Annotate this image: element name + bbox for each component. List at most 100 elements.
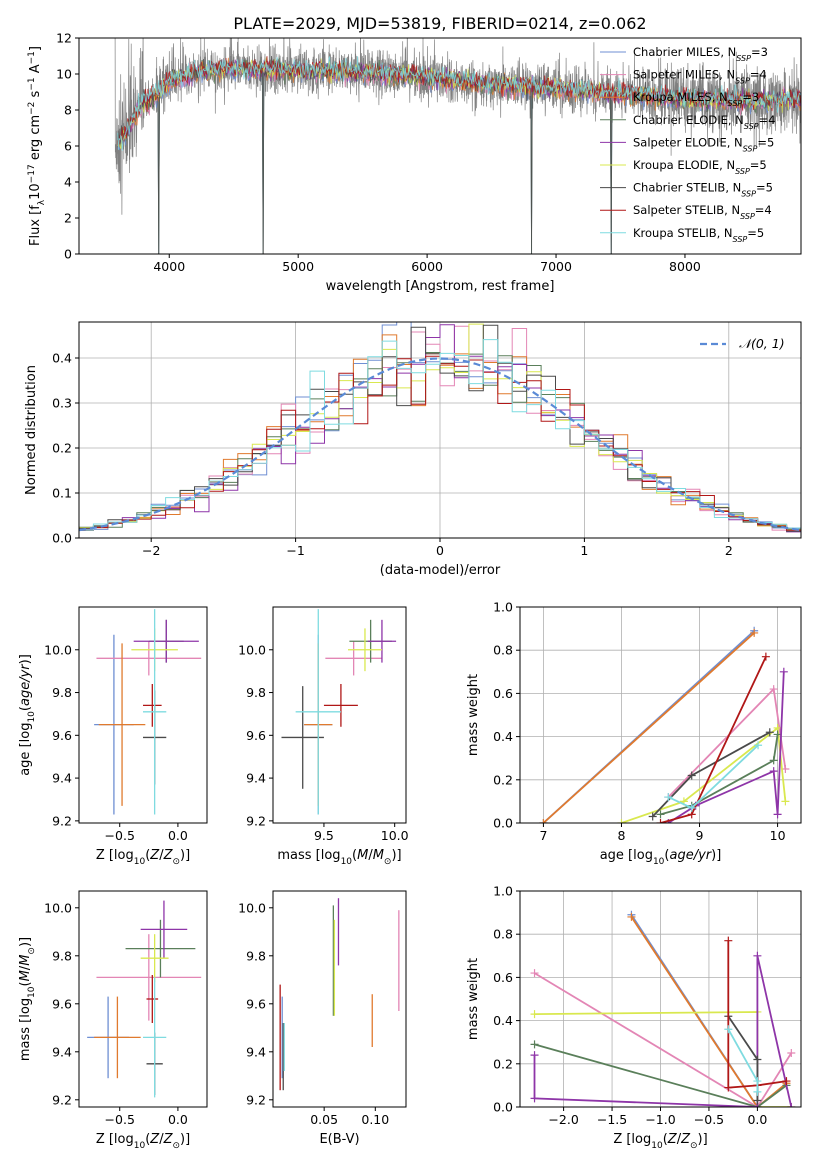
residual-histogram-kroupa-stelib [79,339,801,531]
x-tick-label: −2 [142,543,160,558]
legend-text: =5 [757,135,774,149]
weight-marker [769,756,778,765]
x-tick-label: 9.5 [314,828,334,843]
weight-marker [765,728,774,737]
weight-marker [530,969,539,978]
x-axis-label-part: / [677,1132,682,1147]
x-axis-label: age [log10(age/yr)] [600,848,722,867]
x-tick-label: −0.5 [694,1112,724,1127]
x-tick-label: 0.0 [747,1112,767,1127]
y-axis-label-part: M [18,955,33,966]
weight-marker [724,936,733,945]
y-tick-label: 9.8 [52,948,72,963]
x-axis-label-part: 10 [341,857,353,867]
x-axis-label: Z [log10(Z/Z⊙)] [96,848,190,867]
axes-frame [78,606,208,824]
plot-area-spectrum [114,38,801,254]
axes-frame [272,606,407,824]
x-tick-label: 0.05 [310,1112,338,1127]
y-tick-label: 9.8 [246,685,266,700]
y-tick-label: 0.2 [52,441,72,456]
plot-area-weight_vs_age [539,626,790,823]
x-tick-label: −1 [286,543,304,558]
y-axis-label-part: / [18,965,33,970]
legend-text: Kroupa STELIB, N [633,226,733,240]
x-axis-label-part: ( [352,848,357,863]
y-tick-label: 0.4 [493,1013,513,1028]
x-tick-label: 10 [770,828,786,843]
x-axis-label-part: ⊙ [690,1141,698,1151]
weight-marker [781,797,790,806]
x-axis-label-part: )] [180,848,190,863]
x-axis-label-part: E(B-V) [319,1132,359,1147]
y-tick-label: 10.0 [238,642,266,657]
panel-weight_vs_age: 7 8 9 10 0.0 0.2 0.4 0.6 0.8 1.0 [493,600,802,843]
panel-residuals: −2 −1 0 1 2 0.0 0.1 0.2 0.3 0.4 [52,321,802,558]
legend-text: =5 [756,181,773,195]
weight-marker [530,1040,539,1049]
weight-marker [687,803,696,812]
x-tick-label: −0.5 [105,1112,135,1127]
weight-marker [530,1094,539,1103]
legend-text: Salpeter ELODIE, N [633,135,743,149]
weight-line-chabrier-elodie [660,734,779,816]
y-axis-label-part: mass weight [466,674,481,756]
legend-entry: Chabrier ELODIE, NSSP=4 [633,113,775,131]
legend-text: Chabrier MILES, N [633,45,736,59]
legend-sub: SSP [736,54,751,63]
weight-marker [656,819,665,823]
axes-frame [519,606,802,824]
y-axis-label-part: 10 [28,183,43,200]
y-axis-label-part: A [28,64,43,77]
weight-marker [627,912,636,921]
axes-frame [78,321,802,539]
y-tick-label: 10.0 [44,642,72,657]
x-tick-label: −1.0 [645,1112,675,1127]
weight-marker [724,1083,733,1092]
plot-area-age_vs_Z [94,609,202,815]
y-tick-label: 9.6 [52,996,72,1011]
y-tick-label: 2 [64,211,72,226]
x-axis-label: mass [log10(M/M⊙)] [277,848,401,867]
y-tick-label: 0.0 [493,1100,513,1115]
x-tick-label: 9 [696,828,704,843]
legend-text: Chabrier STELIB, N [633,181,741,195]
y-axis-label-part: )] [18,654,33,664]
legend-sub: SSP [735,76,750,85]
legend-text: Chabrier ELODIE, N [633,113,744,127]
weight-marker [656,810,665,819]
x-axis-label-part: ⊙ [172,857,180,867]
x-tick-label: −1.5 [597,1112,627,1127]
y-tick-label: 0.0 [52,531,72,546]
y-axis-label-part: ⊙ [27,947,37,955]
legend-entry: Salpeter ELODIE, NSSP=5 [633,135,774,153]
y-axis-label-part: Normed distribution [24,365,39,495]
x-tick-label: −0.5 [105,828,135,843]
panel-weight_vs_Z: −2.0 −1.5 −1.0 −0.5 0.0 0.0 0.2 0.4 0.6 0.8 1.0 [493,884,802,1127]
y-axis-label-part: )] [18,937,33,947]
y-tick-label: 0.6 [493,686,513,701]
y-tick-label: 9.8 [246,948,266,963]
legend-text: =3 [751,45,768,59]
y-axis-label: Normed distribution [24,365,39,495]
weight-marker [753,951,762,960]
x-axis-label-part: wavelength [Angstrom, rest frame] [326,279,555,294]
x-axis-label-part: mass [log [277,848,340,863]
legend-sub: SSP [733,234,748,243]
axes-frame [519,890,802,1108]
plot-area-mass_vs_ebv [279,898,400,1091]
x-axis-label-part: ⊙ [384,857,392,867]
x-tick-label: 8000 [669,259,701,274]
legend-text: =5 [747,226,764,240]
y-tick-label: 0.4 [52,351,72,366]
weight-marker [754,741,763,750]
legend-text: Salpeter MILES, N [633,68,735,82]
weight-marker [687,771,696,780]
legend-entry: Salpeter STELIB, NSSP=4 [633,203,772,221]
weight-marker [753,1055,762,1064]
x-tick-label: 7000 [540,259,572,274]
model-line-kroupa-stelib [117,56,801,151]
x-axis-label-part: / [159,848,164,863]
y-tick-label: 10.0 [238,900,266,915]
